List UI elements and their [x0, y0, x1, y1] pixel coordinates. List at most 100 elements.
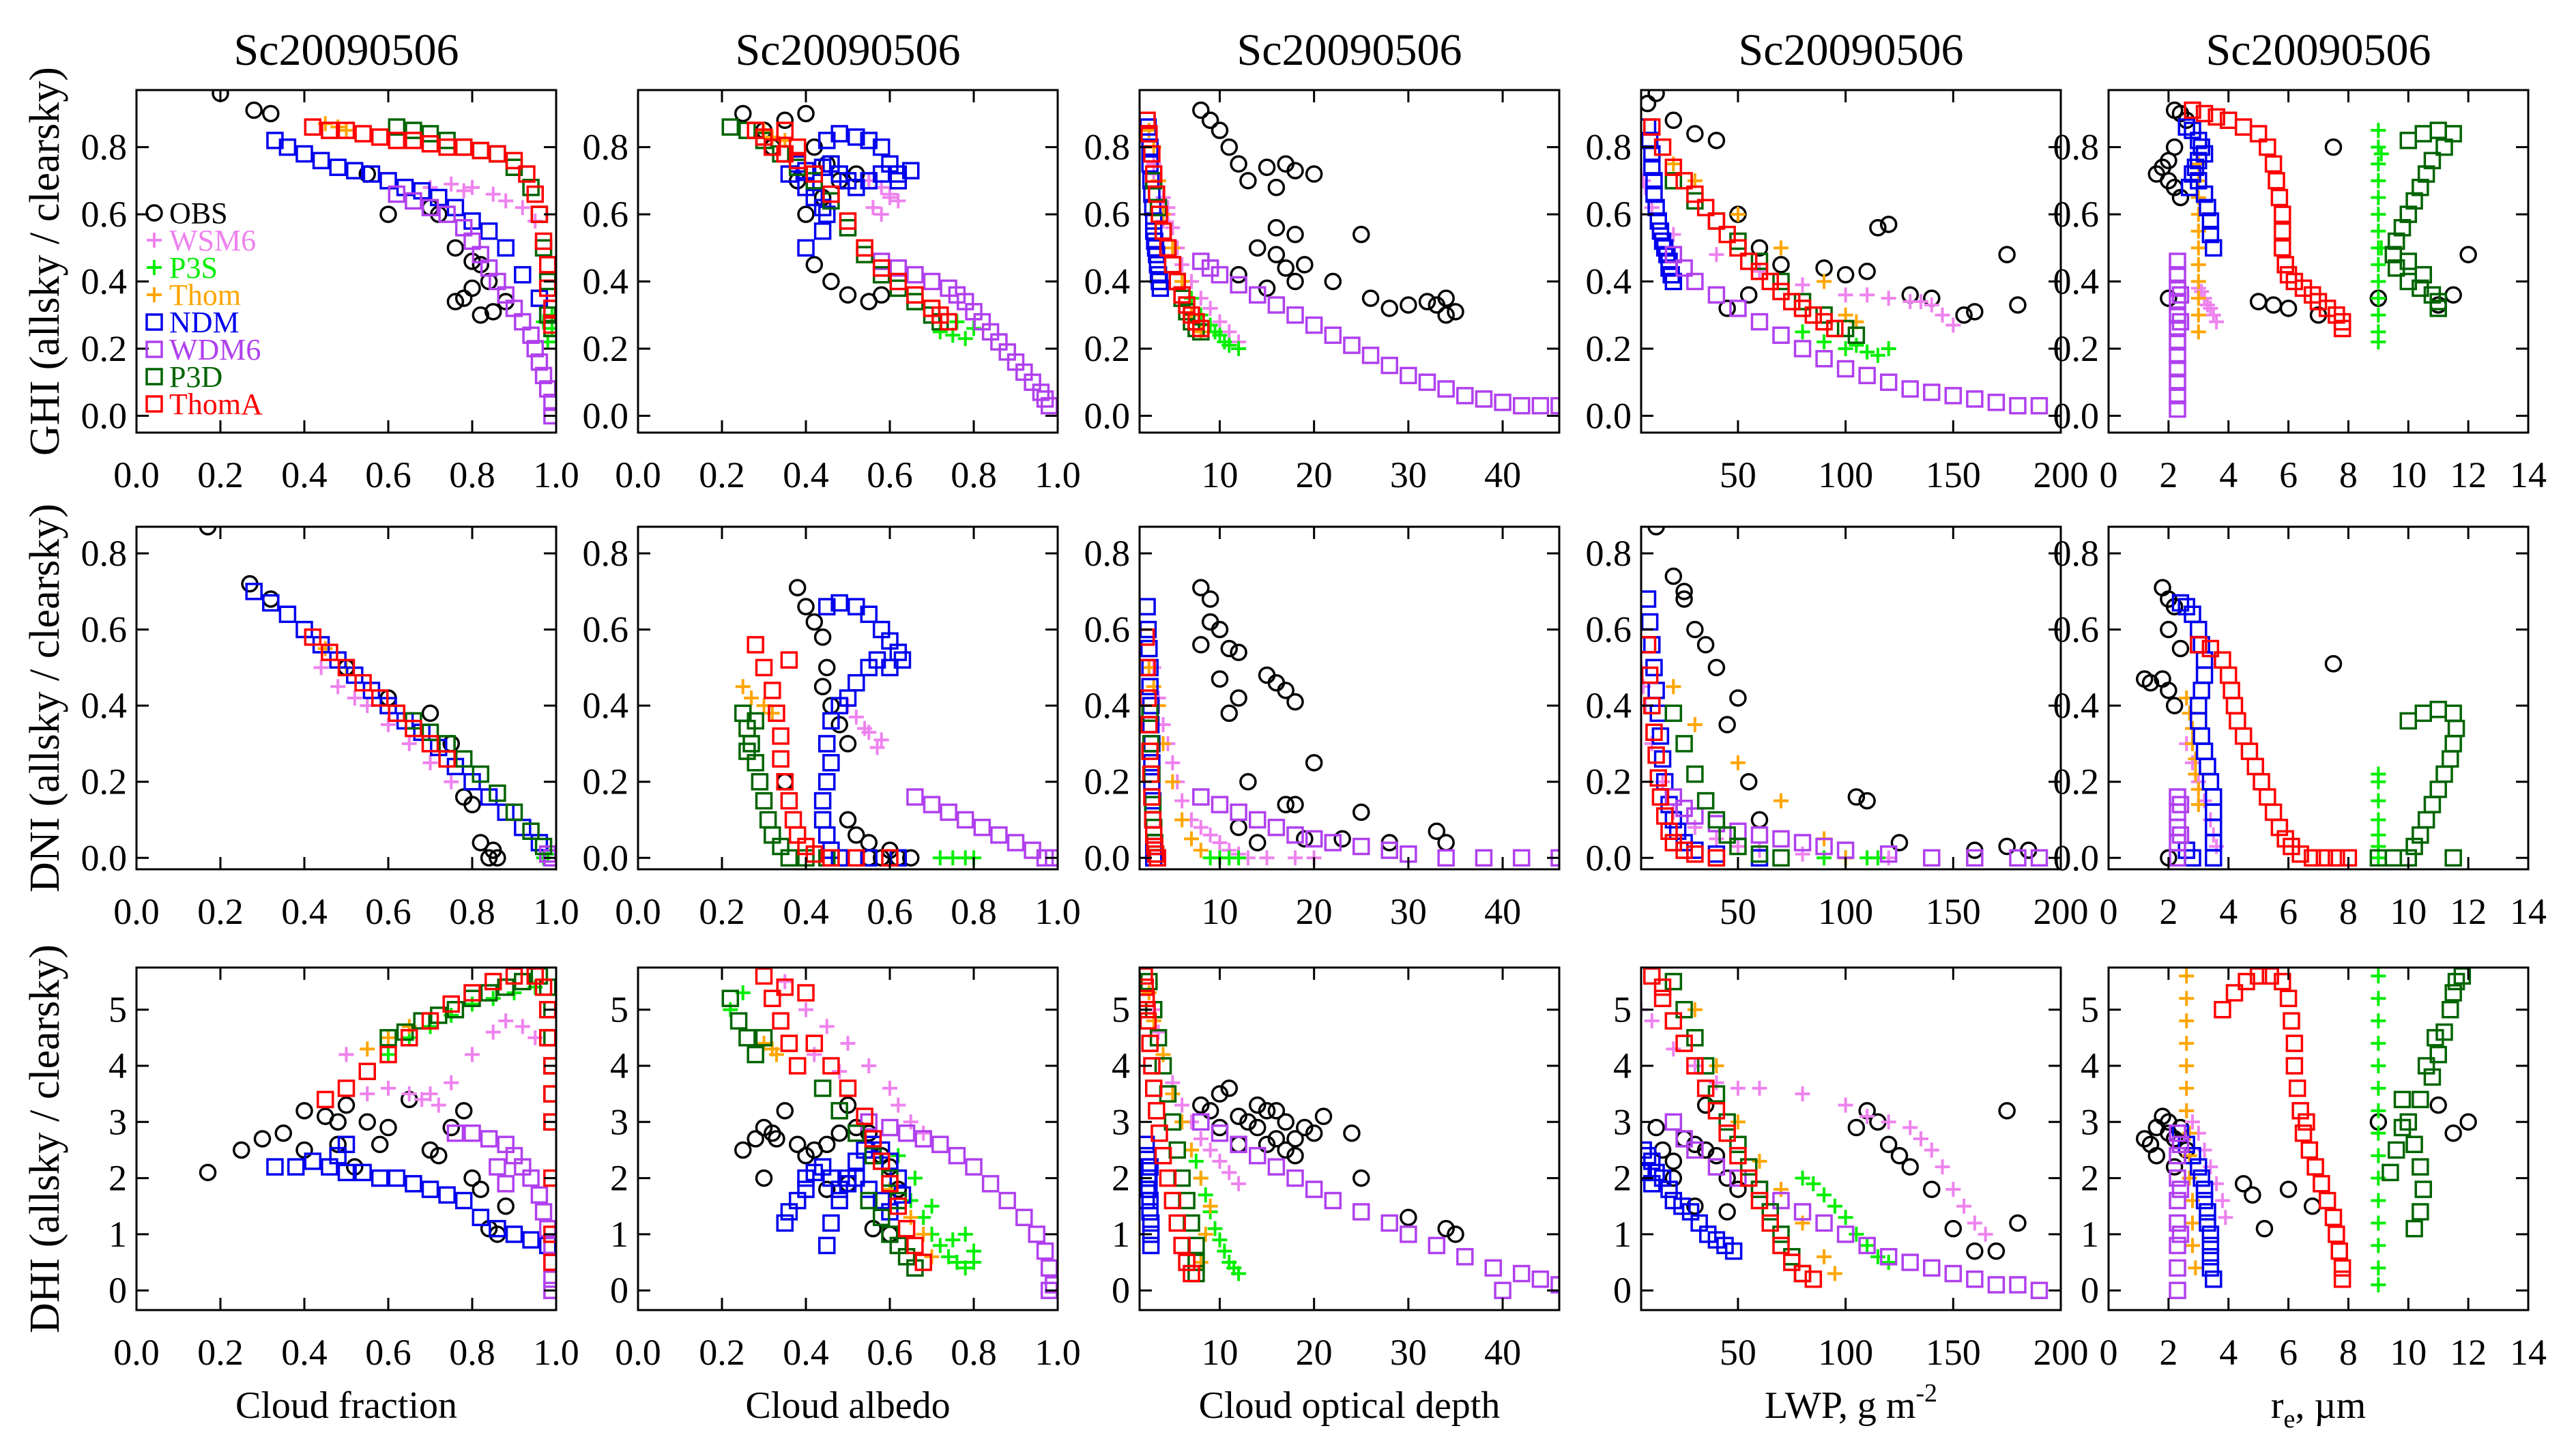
point-wdm6: [1966, 849, 1984, 867]
point-wsm6: [1212, 834, 1228, 850]
point-obs: [1879, 216, 1898, 233]
point-obs: [1400, 1208, 1417, 1226]
point-wdm6: [1772, 326, 1790, 345]
point-wdm6: [860, 1113, 878, 1131]
point-ndm: [2190, 1158, 2208, 1176]
point-obs: [472, 1180, 490, 1198]
point-thoma: [2313, 1175, 2330, 1193]
point-obs: [797, 104, 815, 123]
point-p3s: [1817, 334, 1832, 350]
point-wdm6: [2171, 286, 2190, 304]
y-tick-label: 2: [1112, 1158, 1130, 1199]
x-tick-label: 0.6: [365, 454, 411, 495]
point-thom: [1174, 812, 1190, 828]
point-ndm: [848, 128, 865, 146]
point-obs: [768, 1130, 785, 1148]
x-tick-label: 8: [2339, 1332, 2358, 1373]
point-wdm6: [2030, 1281, 2049, 1299]
point-wsm6: [465, 179, 480, 195]
point-p3s: [485, 991, 501, 1006]
point-p3d: [751, 772, 769, 791]
point-wsm6: [1709, 247, 1724, 263]
point-obs: [1707, 132, 1726, 149]
point-p3d: [1163, 1113, 1182, 1131]
point-thoma: [1675, 841, 1693, 859]
point-obs: [1664, 1152, 1683, 1170]
point-wdm6: [1512, 396, 1531, 415]
x-tick-label: 0.6: [867, 454, 913, 495]
point-p3d: [1675, 735, 1693, 753]
series-thoma: [1641, 636, 1726, 867]
point-wdm6: [1772, 1191, 1790, 1210]
point-p3d: [1696, 792, 1715, 810]
point-wsm6: [861, 1058, 877, 1074]
point-wdm6: [1987, 1276, 2006, 1294]
legend-marker-obs: [145, 204, 163, 222]
point-p3d: [2412, 1203, 2429, 1221]
point-wsm6: [381, 1080, 396, 1096]
series-wsm6: [338, 1013, 543, 1113]
point-ndm: [797, 239, 815, 257]
point-obs: [489, 849, 506, 867]
point-thoma: [454, 138, 473, 156]
point-thoma: [2259, 138, 2276, 156]
point-thoma: [358, 1062, 376, 1080]
point-p3s: [1231, 340, 1247, 356]
point-p3d: [860, 1191, 878, 1210]
series-p3s: [1795, 324, 1896, 363]
point-p3s: [1881, 1255, 1896, 1270]
point-thoma: [442, 995, 460, 1013]
x-tick-label: 0.0: [113, 891, 160, 932]
y-tick-label: 0.0: [1586, 395, 1632, 436]
point-ndm: [2184, 121, 2201, 139]
point-wdm6: [2171, 826, 2190, 844]
point-obs: [1944, 1219, 1963, 1238]
point-wdm6: [1484, 1259, 1503, 1277]
series-thoma: [747, 121, 957, 331]
point-p3s: [2371, 274, 2386, 289]
x-tick-label: 0.4: [281, 454, 328, 495]
point-wdm6: [1793, 340, 1812, 358]
x-tick-label: 0.8: [449, 1332, 495, 1373]
point-p3d: [2412, 826, 2429, 844]
panel-r1-c1: 0.0 0.2 0.4 0.6 0.8 1.0 0.0 0.2 0.4 0.6 0.8: [81, 89, 579, 495]
series-thoma: [747, 636, 899, 867]
point-thoma: [839, 1079, 857, 1097]
y-tick-label: 0: [108, 1270, 127, 1311]
x-tick-label: 1.0: [1034, 891, 1081, 932]
point-obs: [1192, 579, 1210, 596]
y-tick-label: 0.2: [1586, 761, 1632, 802]
point-obs: [2165, 598, 2184, 615]
point-obs: [1239, 1113, 1257, 1131]
point-thoma: [1140, 978, 1155, 996]
panel-r1-c5: 0 2 4 6 8 10 12 14 0.0 0.2 0.4 0.6 0.8: [2053, 89, 2547, 495]
point-thoma: [1141, 1034, 1159, 1052]
panel-title: Sc20090506: [1739, 25, 1964, 75]
series-p3d: [1664, 972, 1812, 1283]
point-wsm6: [848, 709, 864, 725]
point-p3s: [2371, 1125, 2386, 1141]
point-obs: [1277, 1113, 1294, 1131]
point-p3s: [2371, 207, 2386, 222]
point-p3d: [2399, 205, 2418, 223]
point-wsm6: [1174, 793, 1190, 809]
point-p3s: [957, 1226, 973, 1242]
y-tick-label: 3: [1112, 1101, 1130, 1142]
point-p3d: [729, 1012, 748, 1030]
point-wdm6: [1211, 796, 1229, 813]
point-ndm: [830, 125, 848, 143]
point-p3s: [1188, 1153, 1204, 1169]
lwp-superscript: -2: [1915, 1379, 1937, 1408]
y-tick-label: 4: [1112, 1045, 1130, 1086]
point-thoma: [856, 239, 873, 257]
point-p3d: [813, 1079, 832, 1097]
point-ndm: [1647, 199, 1665, 217]
y-tick-label: 4: [108, 1045, 127, 1086]
point-wdm6: [1324, 834, 1342, 852]
point-p3s: [2371, 1148, 2386, 1163]
point-thoma: [2274, 972, 2291, 991]
point-ndm: [480, 222, 498, 240]
x-tick-label: 2: [2159, 891, 2177, 932]
point-obs: [446, 239, 465, 257]
point-thoma: [1141, 742, 1159, 760]
